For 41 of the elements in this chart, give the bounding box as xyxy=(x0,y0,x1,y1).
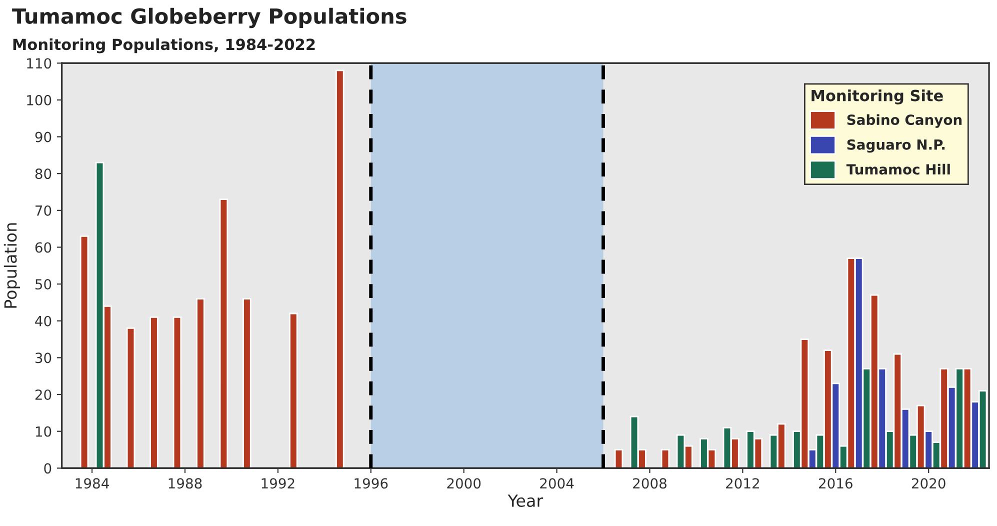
x-tick-label: 2004 xyxy=(540,478,574,489)
x-axis-title: Year xyxy=(508,494,544,507)
y-tick-label: 30 xyxy=(35,352,52,364)
bar xyxy=(660,449,670,468)
legend-label: Saguaro N.P. xyxy=(847,139,945,153)
x-tick-label: 1984 xyxy=(76,478,109,489)
x-tick-label: 1996 xyxy=(354,478,388,489)
y-tick-label: 110 xyxy=(27,58,52,69)
y-tick-label: 0 xyxy=(44,463,52,474)
y-tick-label: 20 xyxy=(35,389,52,400)
bar xyxy=(150,316,158,468)
chart-subtitle: Monitoring Populations, 1984-2022 xyxy=(13,38,315,54)
y-tick-label: 50 xyxy=(35,279,52,290)
y-tick-label: 10 xyxy=(36,426,52,437)
bar xyxy=(219,198,228,468)
y-tick-label: 100 xyxy=(27,94,52,106)
x-tick-label: 1988 xyxy=(168,478,202,489)
y-tick-label: 40 xyxy=(35,316,52,326)
bar xyxy=(289,312,298,468)
bar xyxy=(614,449,624,468)
bar xyxy=(242,298,252,468)
x-tick-label: 1992 xyxy=(262,478,294,489)
y-axis-title: Population xyxy=(4,223,20,308)
bar xyxy=(196,298,205,468)
chart-title: Tumamoc Globeberry Populations xyxy=(12,8,406,28)
x-tick-label: 2012 xyxy=(726,478,759,489)
y-tick-label: 80 xyxy=(35,168,52,180)
y-tick-label: 90 xyxy=(35,132,52,142)
y-tick-label: 60 xyxy=(35,242,52,253)
y-tick-label: 70 xyxy=(36,205,52,216)
legend-label: Tumamoc Hill xyxy=(846,164,950,175)
bar xyxy=(172,316,182,468)
x-tick-label: 2020 xyxy=(912,478,946,489)
legend-title: Monitoring Site xyxy=(812,90,943,104)
legend-label: Sabino Canyon xyxy=(847,114,962,128)
x-tick-label: 2016 xyxy=(818,478,852,489)
x-tick-label: 2008 xyxy=(633,478,666,489)
bar xyxy=(336,70,344,468)
x-tick-label: 2000 xyxy=(447,478,481,489)
bar xyxy=(80,235,89,468)
bar xyxy=(126,328,136,468)
